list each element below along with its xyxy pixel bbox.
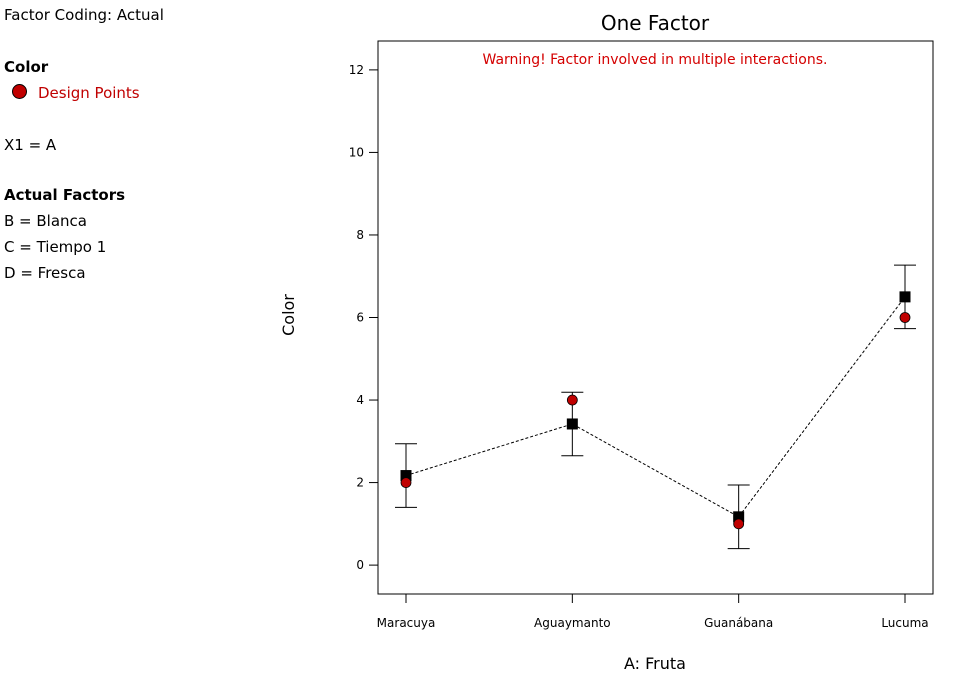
actual-factor-d: D = Fresca [4,264,86,282]
interaction-warning: Warning! Factor involved in multiple int… [483,52,828,68]
actual-factor-b: B = Blanca [4,212,87,230]
prediction-line [405,296,906,518]
actual-factors-heading: Actual Factors [4,186,126,204]
predicted-mean-marker [733,511,745,523]
x-tick-label: Lucuma [881,616,928,630]
y-tick-label: 8 [356,228,364,242]
design-point [733,518,745,530]
predicted-mean-marker [400,470,412,482]
y-tick-label: 2 [356,476,364,490]
design-point [400,477,412,488]
design-points-legend-label: Design Points [38,84,140,102]
y-tick-label: 6 [356,311,364,325]
x1-mapping: X1 = A [4,136,57,154]
x-tick-label: Guanábana [704,616,773,630]
x-axis-title: A: Fruta [624,654,686,673]
plot-frame [377,40,934,595]
y-axis-title: Color [279,294,298,336]
y-tick-label: 4 [356,393,364,407]
x-tick-label: Aguaymanto [534,616,611,630]
chart-title: One Factor [601,11,710,35]
y-tick-label: 12 [349,63,364,77]
design-point [899,312,911,323]
color-heading: Color [4,58,49,76]
design-point [566,394,578,406]
factor-coding: Factor Coding: Actual [4,6,164,24]
predicted-mean-marker [899,291,911,303]
x-tick-label: Maracuya [377,616,436,630]
y-tick-label: 10 [349,145,364,159]
actual-factor-c: C = Tiempo 1 [4,238,107,256]
y-tick-label: 0 [356,558,364,572]
design-point-legend-marker [12,84,27,99]
predicted-mean-marker [566,418,578,430]
